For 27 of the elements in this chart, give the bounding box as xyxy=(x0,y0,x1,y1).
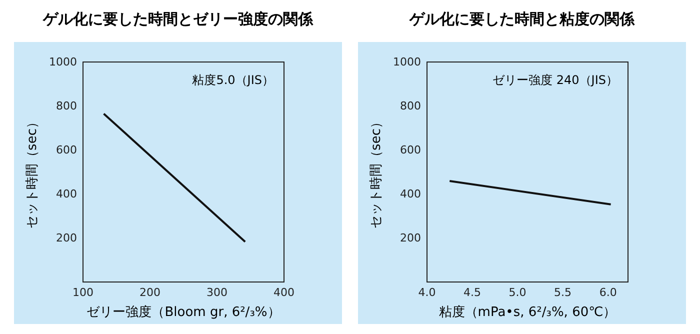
y-tick-label: 1000 xyxy=(393,56,421,69)
y-tick-label: 200 xyxy=(400,232,421,245)
annotation: ゼリー強度 240（JIS） xyxy=(492,73,618,87)
annotation: 粘度5.0（JIS） xyxy=(192,73,274,87)
x-tick-label: 300 xyxy=(206,286,228,299)
y-axis-title: セット時間（sec） xyxy=(25,116,40,228)
chart-title: ゲル化に要した時間と粘度の関係 xyxy=(408,10,636,28)
x-tick-label: 100 xyxy=(72,286,94,299)
y-tick-label: 600 xyxy=(400,144,421,157)
x-tick-label: 4.5 xyxy=(464,286,482,299)
y-axis-title: セット時間（sec） xyxy=(369,116,384,228)
x-tick-label: 5.0 xyxy=(508,286,526,299)
x-tick-label: 6.0 xyxy=(599,286,617,299)
x-axis-title: 粘度（mPa•s, 6²/₃%, 60℃） xyxy=(438,304,616,320)
y-tick-label: 200 xyxy=(56,232,77,245)
y-tick-label: 600 xyxy=(56,144,77,157)
y-tick-label: 400 xyxy=(400,188,421,201)
x-tick-label: 4.0 xyxy=(418,286,436,299)
y-tick-label: 800 xyxy=(400,100,421,113)
x-axis-title: ゼリー強度（Bloom gr, 6²/₃%） xyxy=(86,304,280,320)
y-tick-label: 1000 xyxy=(49,56,77,69)
x-tick-label: 400 xyxy=(274,286,294,299)
x-tick-label: 5.5 xyxy=(554,286,572,299)
chart-title: ゲル化に要した時間とゼリー強度の関係 xyxy=(42,10,314,28)
x-tick-label: 200 xyxy=(140,286,160,299)
y-tick-label: 800 xyxy=(56,100,77,113)
y-tick-label: 400 xyxy=(56,188,77,201)
